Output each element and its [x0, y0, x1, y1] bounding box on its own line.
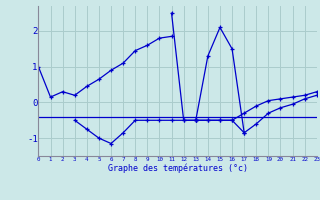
X-axis label: Graphe des températures (°c): Graphe des températures (°c) [108, 163, 248, 173]
